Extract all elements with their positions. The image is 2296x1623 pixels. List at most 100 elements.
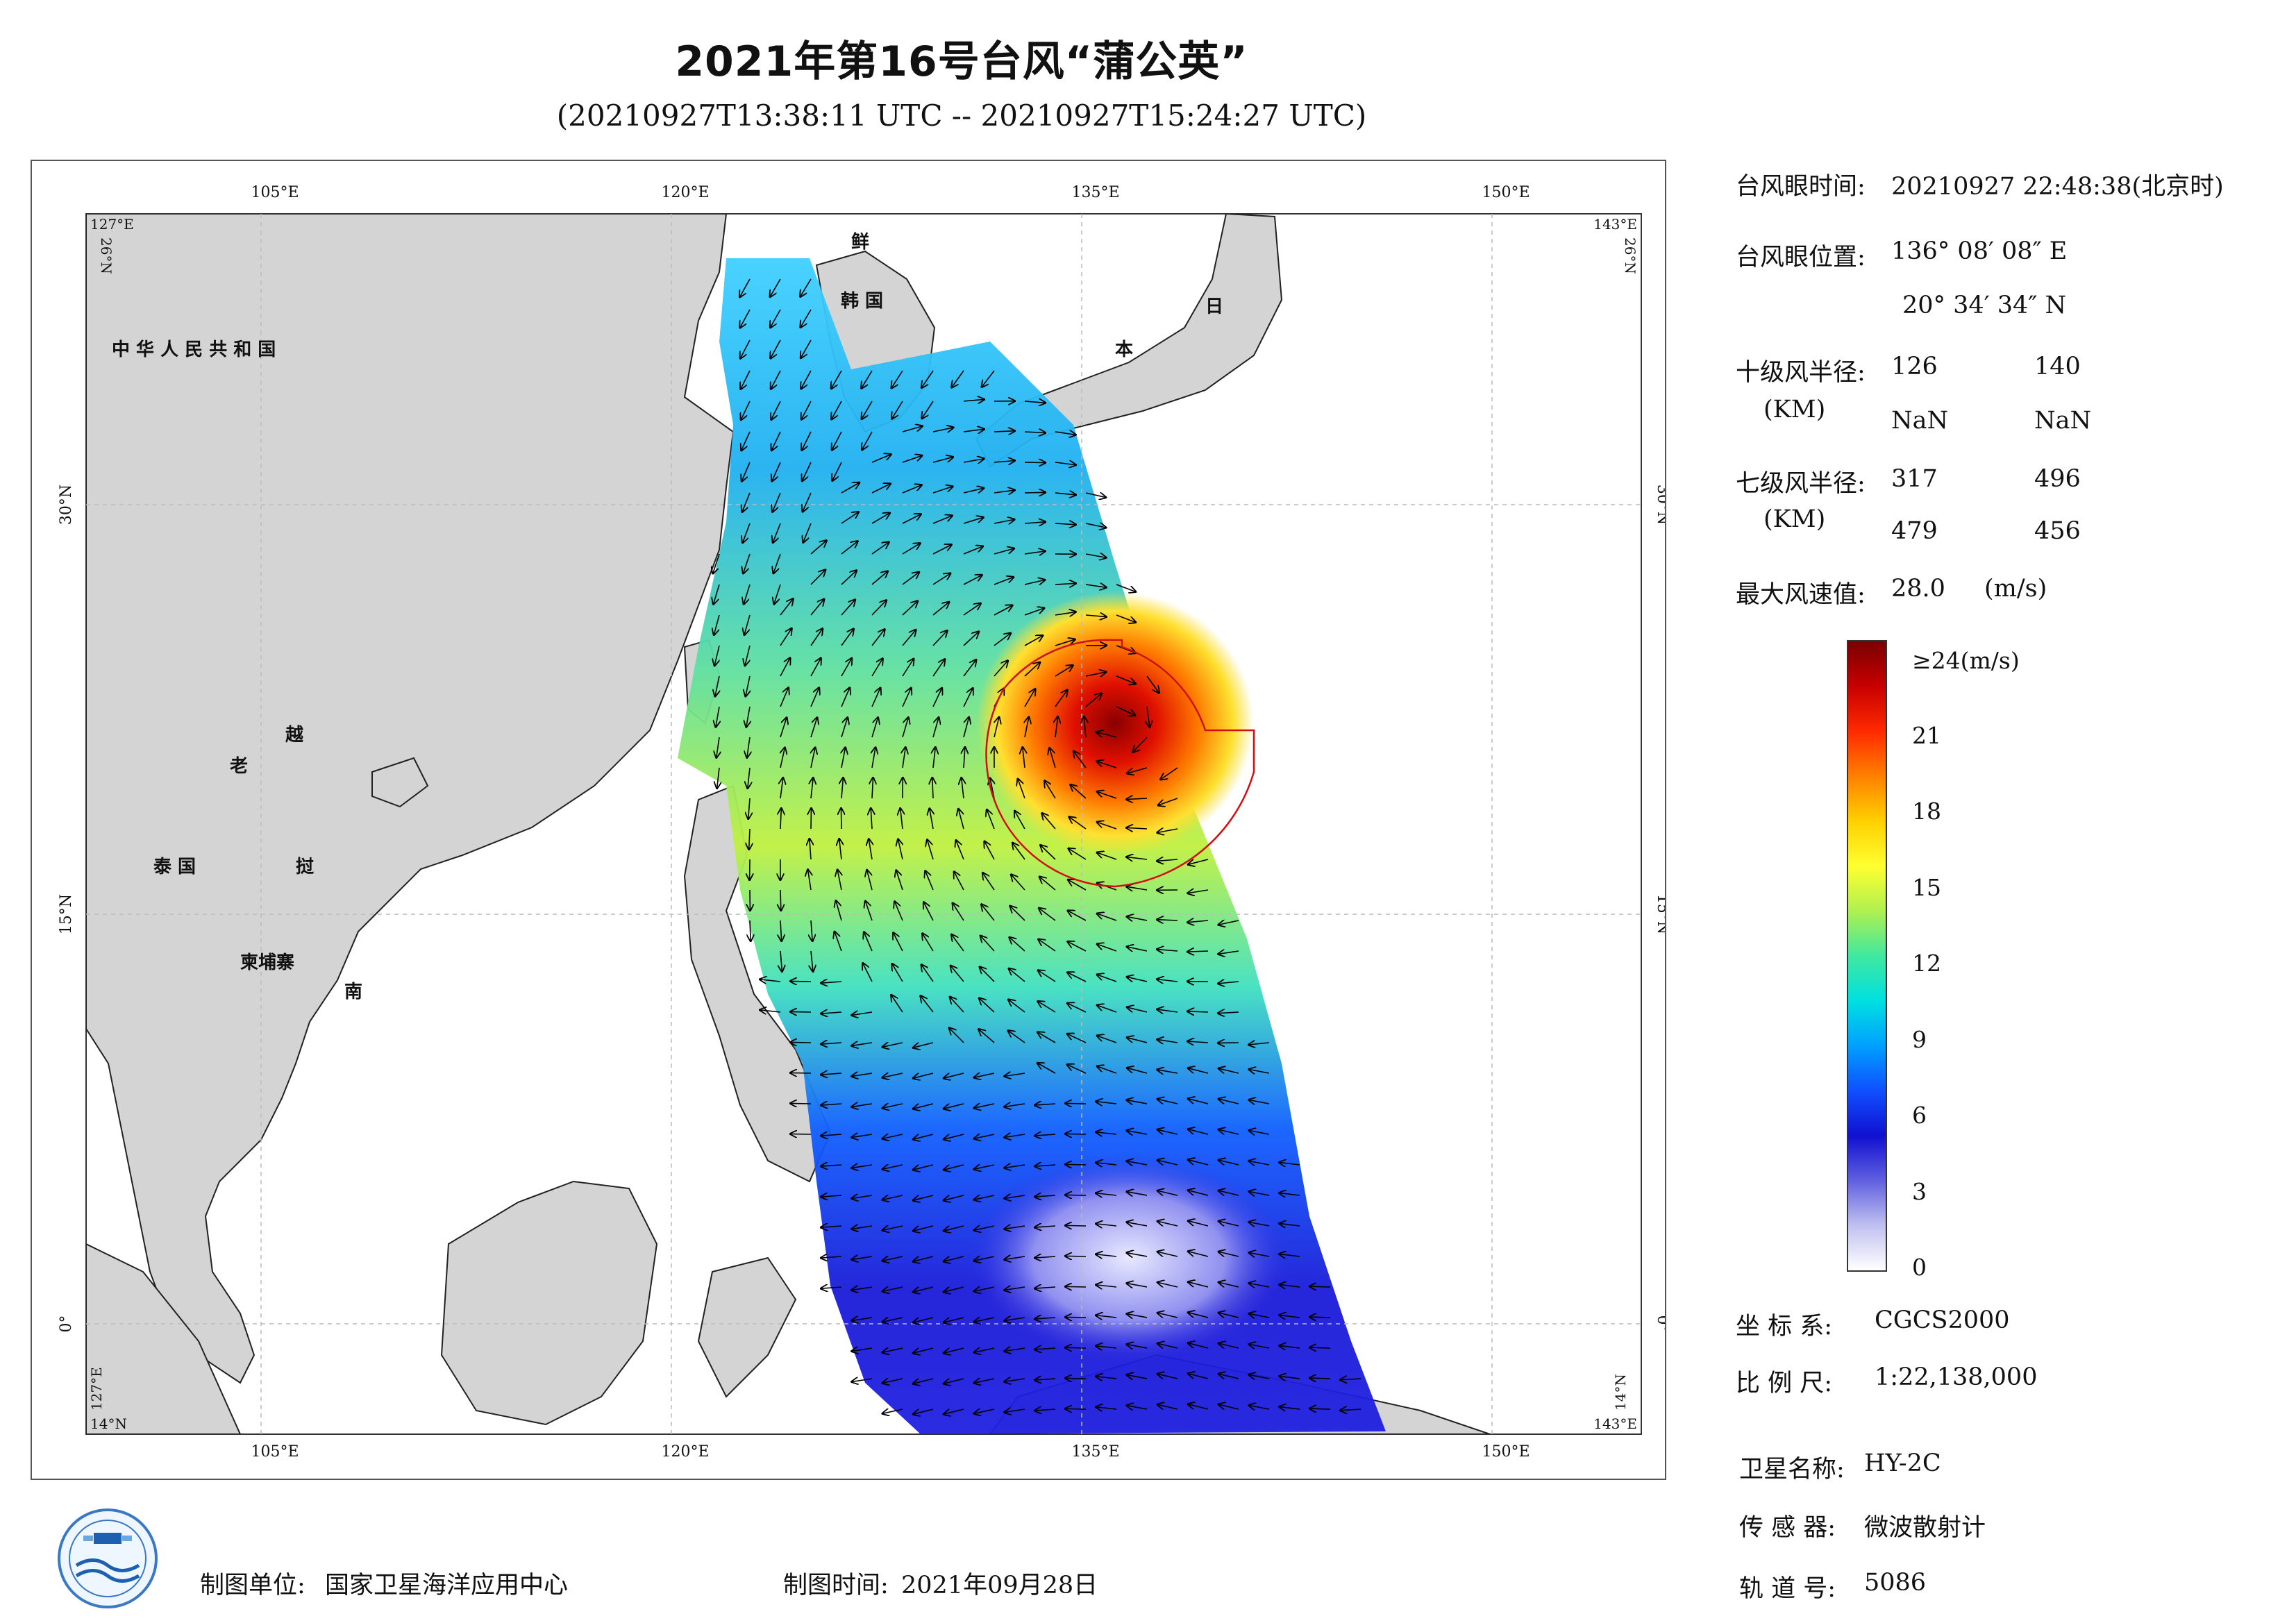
wind-arrow: [1004, 1409, 1025, 1413]
wind-arrow: [1004, 1165, 1025, 1168]
r10-unit: (KM): [1763, 396, 1826, 423]
crs-label: 坐 标 系:: [1736, 1313, 1833, 1340]
corner-tr-lon: 143°E: [1593, 216, 1637, 233]
wind-arrow: [944, 1134, 964, 1139]
wind-arrow: [932, 573, 950, 585]
wind-arrow: [841, 541, 858, 555]
wind-arrow: [1055, 639, 1075, 646]
label-laos: 老: [230, 756, 248, 777]
wind-arrow: [1024, 635, 1043, 646]
wind-arrow: [802, 431, 812, 451]
wind-arrow: [841, 748, 846, 768]
wind-arrow: [932, 777, 933, 799]
wind-arrow: [894, 901, 903, 921]
wind-arrow: [913, 1225, 934, 1231]
wind-arrow: [715, 675, 719, 696]
calm-region: [969, 1154, 1289, 1362]
wind-arrow: [1126, 1100, 1148, 1104]
wind-arrow: [932, 630, 948, 646]
wind-arrow: [1067, 1003, 1087, 1013]
wind-arrow: [1309, 1408, 1331, 1409]
wind-arrow: [1340, 1409, 1361, 1411]
wind-arrow: [1097, 914, 1117, 921]
wind-arrow: [1085, 493, 1106, 498]
wind-arrow: [1249, 1283, 1270, 1287]
satellite-label: 卫星名称:: [1739, 1456, 1845, 1483]
wind-arrow: [1034, 1134, 1056, 1136]
wind-arrow: [944, 1286, 964, 1292]
wind-arrow: [1188, 1282, 1209, 1288]
wind-arrow: [1187, 1041, 1209, 1043]
wind-arrow: [810, 687, 819, 707]
label-china: 中 华 人 民 共 和 国: [112, 339, 276, 360]
wind-arrow: [1009, 968, 1025, 982]
wind-arrow: [1024, 492, 1046, 493]
wind-field-map[interactable]: 中 华 人 民 共 和 国 鲜 韩 国 日 本 老 越 泰 国 挝 柬埔寨 南 …: [32, 161, 1665, 1479]
typhoon-core: [976, 591, 1254, 855]
wind-arrow: [1024, 608, 1044, 616]
wind-arrow: [851, 1134, 873, 1138]
wind-arrow: [1249, 1069, 1270, 1073]
wind-arrow: [891, 370, 903, 388]
wind-arrow: [760, 1010, 781, 1012]
wind-arrow: [932, 602, 949, 616]
wind-arrow: [882, 1104, 903, 1108]
wind-arrow: [980, 967, 995, 982]
wind-arrow: [944, 1347, 964, 1353]
wind-arrow: [944, 1408, 964, 1414]
wind-arrow: [717, 737, 719, 758]
wind-arrow: [1157, 1313, 1178, 1318]
wind-arrow: [821, 982, 842, 983]
colorbar: [1847, 640, 1887, 1272]
wind-arrow: [865, 901, 873, 921]
wind-arrow: [1157, 979, 1178, 982]
wind-arrow: [1126, 798, 1148, 800]
wind-arrow: [1188, 1221, 1209, 1227]
wind-arrow: [981, 905, 995, 921]
wind-arrow: [903, 747, 905, 768]
wind-arrow: [841, 629, 854, 646]
wind-arrow: [1067, 973, 1087, 982]
wind-arrow: [835, 932, 842, 952]
wind-arrow: [1147, 706, 1150, 728]
wind-arrow: [1249, 1405, 1270, 1409]
wind-arrow: [1279, 1254, 1300, 1256]
wind-arrow: [933, 747, 935, 768]
wind-arrow: [1068, 911, 1087, 921]
wind-arrow: [1055, 523, 1076, 525]
wind-arrow: [1218, 982, 1239, 984]
label-thailand: 泰 国: [153, 857, 196, 877]
wind-arrow: [994, 548, 1014, 555]
lat-tick-right-0: 0°: [1654, 1315, 1665, 1333]
wind-arrow: [1127, 1038, 1148, 1043]
corner-tl-lon: 127°E: [90, 216, 134, 233]
wind-arrow: [1096, 1407, 1117, 1409]
wind-arrow: [922, 401, 934, 419]
scale-value: 1:22,138,000: [1875, 1363, 2038, 1391]
wind-arrow: [743, 523, 751, 543]
wind-arrow: [974, 1073, 995, 1077]
wind-arrow: [978, 1029, 995, 1043]
eye-pos-label: 台风眼位置:: [1736, 244, 1866, 271]
max-wind-unit: (m/s): [1984, 575, 2047, 603]
wind-arrow: [1132, 737, 1148, 752]
wind-arrow: [1097, 822, 1117, 830]
wind-arrow: [1055, 432, 1076, 435]
date-label: 制图时间:: [783, 1572, 889, 1599]
r10-value-3: NaN: [1891, 407, 1949, 435]
wind-arrow: [801, 370, 812, 389]
wind-arrow: [1084, 716, 1086, 738]
wind-arrow: [882, 1134, 903, 1138]
wind-arrow: [963, 688, 973, 707]
wind-arrow: [851, 1318, 873, 1321]
wind-arrow: [1097, 852, 1117, 860]
wind-arrow: [944, 1225, 964, 1231]
wind-arrow: [1024, 662, 1040, 677]
wind-arrow: [1157, 1129, 1178, 1134]
wind-arrow: [1055, 583, 1076, 585]
lon-tick-bottom-150: 150°E: [1482, 1443, 1530, 1461]
wind-arrow: [882, 1287, 903, 1291]
wind-arrow: [921, 995, 934, 1013]
wind-arrow: [1049, 748, 1056, 768]
wind-arrow: [740, 309, 751, 328]
